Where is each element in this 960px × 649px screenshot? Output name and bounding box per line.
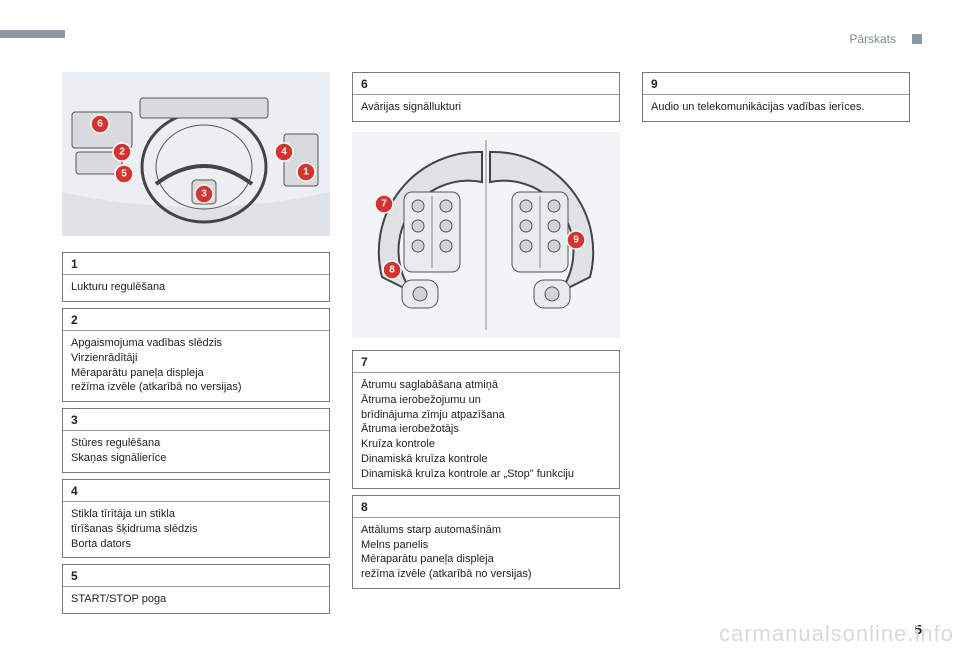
panel-number: 1 bbox=[63, 253, 329, 275]
section-title: Pārskats bbox=[849, 32, 896, 46]
panel-line: Ātrumu saglabāšana atmiņā bbox=[361, 378, 611, 393]
panel-number: 9 bbox=[643, 73, 909, 95]
panel-line: režīma izvēle (atkarībā no versijas) bbox=[361, 567, 611, 582]
panel-4: 4 Stikla tīrītāja un stiklatīrīšanas šķi… bbox=[62, 479, 330, 559]
panel-line: Melns panelis bbox=[361, 538, 611, 553]
panel-line: Virzienrādītāji bbox=[71, 351, 321, 366]
callout-number: 4 bbox=[281, 147, 287, 158]
panel-number: 6 bbox=[353, 73, 619, 95]
panel-line: Apgaismojuma vadības slēdzis bbox=[71, 336, 321, 351]
panel-line: tīrīšanas šķidruma slēdzis bbox=[71, 522, 321, 537]
panel-line: Attālums starp automašīnām bbox=[361, 523, 611, 538]
panel-line: režīma izvēle (atkarībā no versijas) bbox=[71, 380, 321, 395]
panel-line: brīdinājuma zīmju atpazīšana bbox=[361, 408, 611, 423]
panel-body: Ātrumu saglabāšana atmiņāĀtruma ierobežo… bbox=[353, 373, 619, 488]
panel-number: 2 bbox=[63, 309, 329, 331]
panel-7: 7 Ātrumu saglabāšana atmiņāĀtruma ierobe… bbox=[352, 350, 620, 489]
panel-line: Mēraparātu paneļa displeja bbox=[361, 552, 611, 567]
callout-number: 2 bbox=[119, 147, 125, 158]
panel-line: Ātruma ierobežojumu un bbox=[361, 393, 611, 408]
panel-number: 3 bbox=[63, 409, 329, 431]
panel-body: Apgaismojuma vadības slēdzisVirzienrādīt… bbox=[63, 331, 329, 401]
column-1: 6 2 5 3 4 1 1 Lukturu regulēšana 2 Apgaismoju… bbox=[62, 72, 330, 625]
callout-number: 7 bbox=[381, 198, 387, 209]
panel-line: Borta dators bbox=[71, 537, 321, 552]
panel-2: 2 Apgaismojuma vadības slēdzisVirzienrād… bbox=[62, 308, 330, 402]
callout-number: 5 bbox=[121, 169, 127, 180]
panel-body: Stūres regulēšanaSkaņas signālierīce bbox=[63, 431, 329, 472]
panel-line: Stikla tīrītāja un stikla bbox=[71, 507, 321, 522]
callout-number: 6 bbox=[97, 119, 103, 130]
panel-1: 1 Lukturu regulēšana bbox=[62, 252, 330, 302]
panel-body: Lukturu regulēšana bbox=[63, 275, 329, 301]
side-tab bbox=[0, 30, 65, 38]
panel-line: Mēraparātu paneļa displeja bbox=[71, 366, 321, 381]
panel-line: START/STOP poga bbox=[71, 592, 321, 607]
header: Pārskats bbox=[849, 32, 922, 46]
panel-8: 8 Attālums starp automašīnāmMelns paneli… bbox=[352, 495, 620, 589]
panel-line: Lukturu regulēšana bbox=[71, 280, 321, 295]
panel-line: Skaņas signālierīce bbox=[71, 451, 321, 466]
callout-number: 9 bbox=[573, 234, 579, 245]
panel-9: 9 Audio un telekomunikācijas vadības ier… bbox=[642, 72, 910, 122]
wheel-svg: 7 8 9 bbox=[352, 132, 620, 338]
panel-5: 5 START/STOP poga bbox=[62, 564, 330, 614]
panel-6: 6 Avārijas signāllukturi bbox=[352, 72, 620, 122]
panel-line: Dinamiskā kruīza kontrole bbox=[361, 452, 611, 467]
panel-line: Kruīza kontrole bbox=[361, 437, 611, 452]
column-2: 6 Avārijas signāllukturi bbox=[352, 72, 620, 625]
panel-number: 5 bbox=[63, 565, 329, 587]
panel-number: 8 bbox=[353, 496, 619, 518]
panel-body: Attālums starp automašīnāmMelns panelisM… bbox=[353, 518, 619, 588]
panel-line: Stūres regulēšana bbox=[71, 436, 321, 451]
panel-body: Avārijas signāllukturi bbox=[353, 95, 619, 121]
panel-3: 3 Stūres regulēšanaSkaņas signālierīce bbox=[62, 408, 330, 473]
callout-number: 3 bbox=[201, 189, 207, 200]
panel-body: START/STOP poga bbox=[63, 587, 329, 613]
section-marker-icon bbox=[912, 34, 922, 44]
panel-line: Ātruma ierobežotājs bbox=[361, 422, 611, 437]
page-content: 6 2 5 3 4 1 1 Lukturu regulēšana 2 Apgaismoju… bbox=[62, 72, 922, 625]
callout-number: 8 bbox=[389, 264, 395, 275]
panel-line: Avārijas signāllukturi bbox=[361, 100, 611, 115]
panel-body: Stikla tīrītāja un stiklatīrīšanas šķidr… bbox=[63, 502, 329, 558]
dashboard-svg: 6 2 5 3 4 1 bbox=[62, 72, 330, 236]
column-3: 9 Audio un telekomunikācijas vadības ier… bbox=[642, 72, 910, 625]
steering-wheel-illustration: 7 8 9 bbox=[352, 132, 620, 338]
panel-number: 7 bbox=[353, 351, 619, 373]
watermark: carmanualsonline.info bbox=[719, 621, 954, 647]
panel-line: Dinamiskā kruīza kontrole ar „Stop" funk… bbox=[361, 467, 611, 482]
panel-body: Audio un telekomunikācijas vadības ierīc… bbox=[643, 95, 909, 121]
dashboard-illustration: 6 2 5 3 4 1 bbox=[62, 72, 330, 236]
panel-number: 4 bbox=[63, 480, 329, 502]
callout-number: 1 bbox=[303, 167, 309, 178]
panel-line: Audio un telekomunikācijas vadības ierīc… bbox=[651, 100, 901, 115]
